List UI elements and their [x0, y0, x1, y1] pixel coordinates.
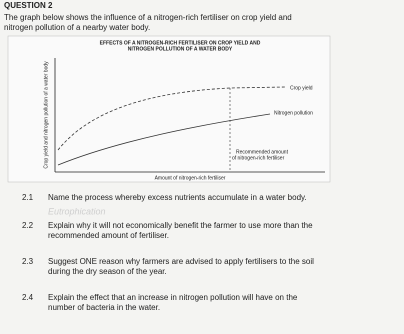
figure: EFFECTS OF A NITROGEN-RICH FERTILISER ON…	[7, 35, 331, 183]
y-axis-label: Crop yield and nitrogen pollution of a w…	[43, 61, 49, 169]
figure-title: EFFECTS OF A NITROGEN-RICH FERTILISER ON…	[100, 40, 261, 46]
curve-label: Nitrogen pollution	[274, 110, 313, 116]
question-text: recommended amount of fertiliser.	[48, 231, 169, 240]
question-text: during the dry season of the year.	[48, 267, 167, 276]
question-number: 2.1	[22, 193, 34, 202]
question-text: Suggest ONE reason why farmers are advis…	[48, 257, 314, 266]
figure-frame	[7, 35, 331, 183]
crop-yield-curve	[57, 86, 286, 151]
question-text: Explain why it will not economically ben…	[48, 221, 313, 230]
intro-line: The graph below shows the influence of a…	[4, 13, 292, 22]
question-number: 2.3	[22, 257, 34, 266]
nitrogen-pollution-curve	[57, 113, 271, 166]
question-text: Name the process whereby excess nutrient…	[48, 193, 307, 202]
marker-label: Recommended amount	[236, 149, 289, 155]
marker-label: of nitrogen-rich fertiliser	[232, 155, 285, 161]
handwritten-answer: Eutrophication	[48, 206, 106, 216]
questions: 2.1 Name the process whereby excess nutri…	[22, 193, 314, 312]
question-number: 2.2	[22, 221, 34, 230]
heading: QUESTION 2	[4, 1, 53, 10]
x-axis-label: Amount of nitrogen-rich fertiliser	[155, 175, 226, 181]
question-number: 2.4	[22, 293, 34, 302]
question-text: Explain the effect that an increase in n…	[48, 293, 298, 302]
curve-label: Crop yield	[290, 85, 313, 91]
question-text: number of bacteria in the water.	[48, 303, 160, 312]
figure-title: NITROGEN POLLUTION OF A WATER BODY	[128, 46, 233, 52]
intro-line: nitrogen pollution of a nearby water bod…	[4, 23, 150, 32]
